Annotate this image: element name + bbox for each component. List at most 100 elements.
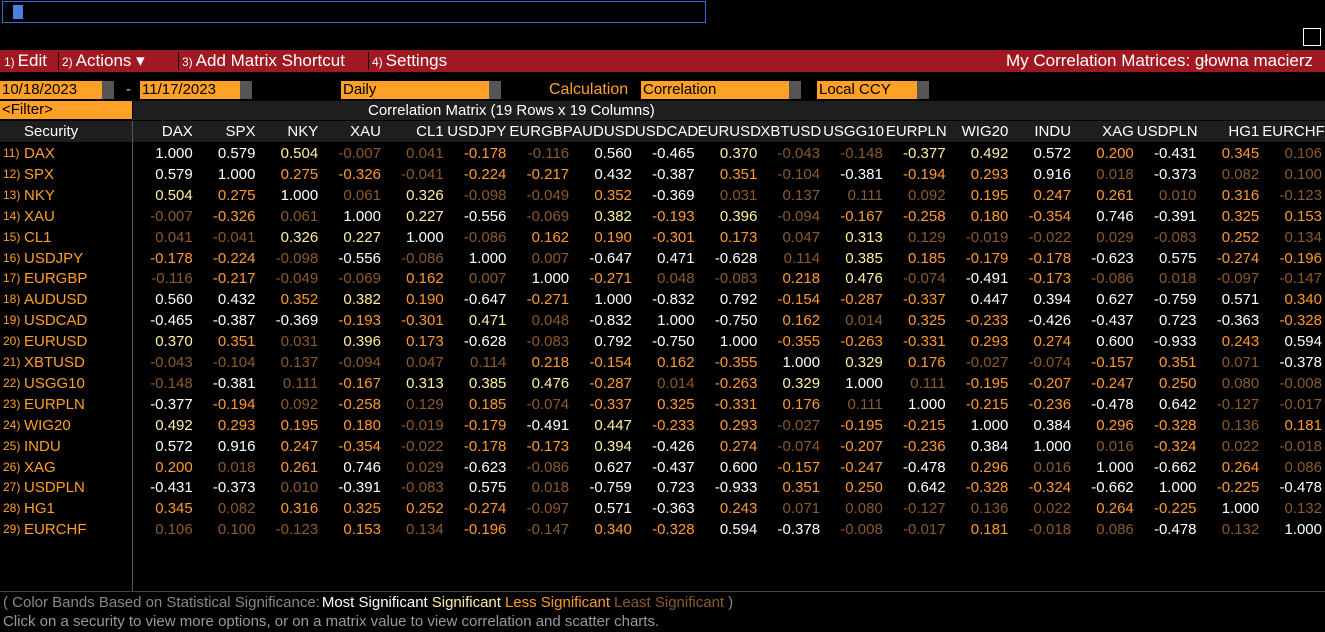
matrix-value[interactable]: 0.345 xyxy=(1221,145,1260,162)
matrix-value[interactable]: 0.173 xyxy=(406,333,444,351)
matrix-value[interactable]: 0.492 xyxy=(970,145,1009,162)
matrix-value[interactable]: -0.301 xyxy=(401,312,444,330)
matrix-value[interactable]: 0.264 xyxy=(1096,500,1134,518)
matrix-value[interactable]: 0.296 xyxy=(1096,416,1134,434)
matrix-value[interactable]: -0.287 xyxy=(840,291,883,309)
matrix-value[interactable]: 0.293 xyxy=(970,333,1009,351)
matrix-value[interactable]: -0.478 xyxy=(903,458,946,476)
matrix-value[interactable]: 0.325 xyxy=(908,312,946,330)
matrix-value[interactable]: 0.080 xyxy=(1221,374,1260,392)
matrix-value[interactable]: -0.750 xyxy=(652,333,695,351)
matrix-value[interactable]: -0.069 xyxy=(526,207,570,225)
column-header[interactable]: NKY xyxy=(287,123,319,140)
field[interactable]: 10/18/2023 xyxy=(0,81,102,99)
matrix-value[interactable]: 0.316 xyxy=(1221,186,1260,204)
matrix-value[interactable]: 0.252 xyxy=(1221,228,1260,246)
column-header[interactable]: USDJPY xyxy=(447,123,507,140)
dropdown[interactable] xyxy=(489,81,501,99)
matrix-value[interactable]: -0.074 xyxy=(903,270,946,288)
matrix-value[interactable]: 0.173 xyxy=(719,228,758,246)
matrix-value[interactable]: -0.027 xyxy=(777,416,821,434)
matrix-value[interactable]: -0.236 xyxy=(903,437,946,455)
matrix-value[interactable]: 0.134 xyxy=(406,521,444,539)
matrix-value[interactable]: 0.114 xyxy=(469,354,507,371)
matrix-value[interactable]: 0.181 xyxy=(970,521,1009,539)
matrix-value[interactable]: 0.385 xyxy=(845,249,883,267)
matrix-value[interactable]: 0.642 xyxy=(908,479,946,497)
matrix-value[interactable]: 0.218 xyxy=(531,354,570,371)
matrix-value[interactable]: 0.746 xyxy=(343,458,381,476)
matrix-value[interactable]: -0.217 xyxy=(212,270,256,288)
security[interactable]: WIG20 xyxy=(24,416,71,434)
matrix-value[interactable]: -0.647 xyxy=(463,291,507,309)
column-header[interactable]: HG1 xyxy=(1228,123,1260,140)
matrix-value[interactable]: -0.007 xyxy=(150,207,193,225)
matrix-value[interactable]: 0.600 xyxy=(1096,333,1134,351)
matrix-value[interactable]: 0.010 xyxy=(280,479,319,497)
matrix-value[interactable]: -0.832 xyxy=(589,312,632,330)
matrix-value[interactable]: -0.194 xyxy=(212,395,256,413)
matrix-value[interactable]: -0.104 xyxy=(777,165,821,183)
matrix-value[interactable]: 0.048 xyxy=(657,270,695,288)
matrix-value[interactable]: 0.061 xyxy=(343,186,381,204)
matrix-value[interactable]: 0.007 xyxy=(531,249,570,267)
matrix-value[interactable]: -0.431 xyxy=(150,479,193,497)
matrix-value[interactable]: -0.225 xyxy=(1216,479,1260,497)
matrix-value[interactable]: 0.185 xyxy=(908,249,946,267)
matrix-value[interactable]: 0.396 xyxy=(343,333,381,351)
column-header[interactable]: EURGBP xyxy=(509,123,573,140)
matrix-value[interactable]: -0.193 xyxy=(652,207,695,225)
matrix-value[interactable]: -0.263 xyxy=(714,374,758,392)
matrix-value[interactable]: -0.387 xyxy=(212,312,256,330)
matrix-value[interactable]: -0.173 xyxy=(1028,270,1072,288)
column-header[interactable]: WIG20 xyxy=(961,123,1009,140)
matrix-value[interactable]: 0.111 xyxy=(282,374,319,392)
matrix-value[interactable]: 0.029 xyxy=(1096,228,1134,246)
matrix-value[interactable]: -0.628 xyxy=(714,249,758,267)
matrix-value[interactable]: 0.247 xyxy=(1033,186,1072,204)
matrix-value[interactable]: 0.351 xyxy=(782,479,821,497)
matrix-value[interactable]: 0.018 xyxy=(531,479,570,497)
matrix-value[interactable]: -0.647 xyxy=(589,249,632,267)
security[interactable]: EURPLN xyxy=(24,395,85,413)
matrix-value[interactable]: 0.916 xyxy=(1033,165,1072,183)
matrix-value[interactable]: 0.293 xyxy=(217,416,256,434)
matrix-value[interactable]: -0.195 xyxy=(965,374,1009,392)
security[interactable]: USDCAD xyxy=(24,312,88,330)
matrix-value[interactable]: -0.478 xyxy=(1091,395,1134,413)
matrix-value[interactable]: -0.247 xyxy=(1091,374,1134,392)
matrix-value[interactable]: -0.196 xyxy=(1279,249,1322,267)
filter[interactable]: <Filter> xyxy=(0,101,132,119)
matrix-value[interactable]: 0.080 xyxy=(845,500,883,518)
matrix-value[interactable]: -0.194 xyxy=(903,165,946,183)
matrix-value[interactable]: -0.215 xyxy=(965,395,1009,413)
matrix-value[interactable]: -0.247 xyxy=(840,458,883,476)
matrix-value[interactable]: 0.370 xyxy=(719,145,758,162)
matrix-value[interactable]: 0.340 xyxy=(594,521,632,539)
matrix-value[interactable]: 0.293 xyxy=(970,165,1009,183)
matrix-value[interactable]: 1.000 xyxy=(1158,479,1197,497)
matrix-value[interactable]: 0.106 xyxy=(155,521,193,539)
matrix-value[interactable]: 0.134 xyxy=(1284,228,1322,246)
matrix-value[interactable]: 0.261 xyxy=(280,458,319,476)
matrix-value[interactable]: 0.137 xyxy=(280,354,319,371)
matrix-value[interactable]: 1.000 xyxy=(406,228,444,246)
matrix-value[interactable]: -0.391 xyxy=(1153,207,1197,225)
matrix-value[interactable]: 0.642 xyxy=(1158,395,1197,413)
matrix-value[interactable]: 1.000 xyxy=(468,249,507,267)
matrix-value[interactable]: -0.157 xyxy=(1091,354,1134,371)
matrix-value[interactable]: 1.000 xyxy=(1096,458,1134,476)
column-header[interactable]: SPX xyxy=(225,123,256,140)
matrix-value[interactable]: -0.324 xyxy=(1153,437,1197,455)
command-bar[interactable] xyxy=(2,1,706,23)
matrix-value[interactable]: 0.129 xyxy=(908,228,946,246)
matrix-value[interactable]: -0.391 xyxy=(338,479,381,497)
matrix-value[interactable]: 0.086 xyxy=(1284,458,1322,476)
matrix-value[interactable]: -0.556 xyxy=(338,249,381,267)
matrix-value[interactable]: 0.200 xyxy=(155,458,193,476)
matrix-value[interactable]: 0.471 xyxy=(468,312,507,330)
matrix-value[interactable]: 0.384 xyxy=(970,437,1009,455)
matrix-value[interactable]: 0.176 xyxy=(908,354,946,371)
matrix-value[interactable]: 0.792 xyxy=(594,333,632,351)
matrix-value[interactable]: -0.233 xyxy=(965,312,1009,330)
